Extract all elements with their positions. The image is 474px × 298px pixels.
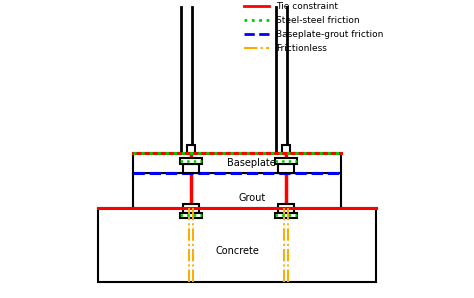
Bar [133,173,341,208]
Bar [133,153,341,173]
Bar [282,145,290,153]
Bar [187,145,195,153]
Bar [278,204,294,213]
Bar [180,159,202,164]
Bar [278,164,294,173]
Text: Concrete: Concrete [215,246,259,256]
Text: Grout: Grout [238,193,265,203]
Bar [98,208,376,283]
Bar [180,213,202,218]
Bar [183,204,199,213]
Bar [275,213,297,218]
Text: Baseplate: Baseplate [228,158,276,168]
Legend: Tie constraint, Steel-steel friction, Baseplate-grout friction, Frictionless: Tie constraint, Steel-steel friction, Ba… [244,2,384,53]
Bar [183,164,199,173]
Bar [275,159,297,164]
